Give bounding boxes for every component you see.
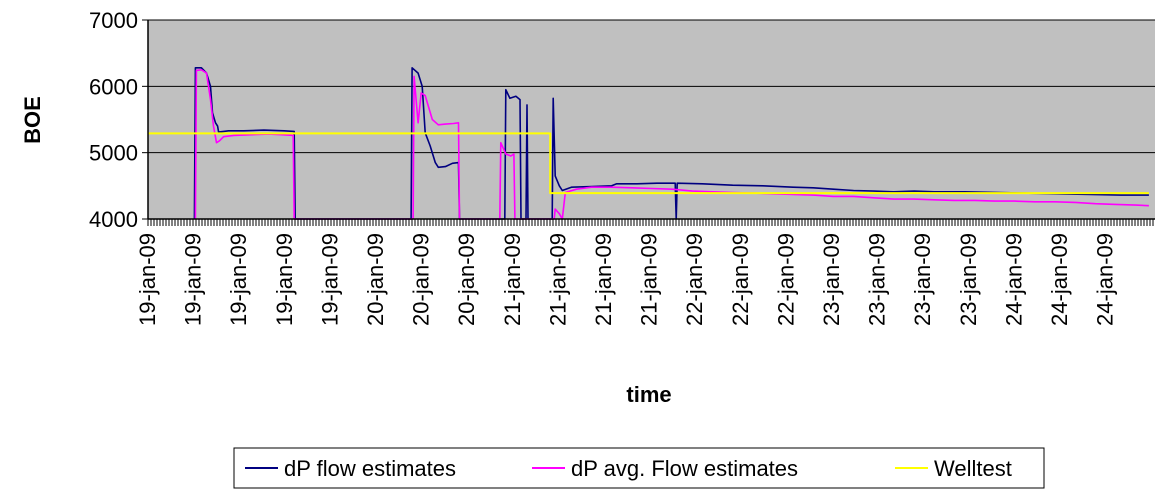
x-tick-label: 21-jan-09 [500, 233, 525, 326]
x-tick-label: 22-jan-09 [773, 233, 798, 326]
x-tick-label: 21-jan-09 [545, 233, 570, 326]
x-tick-label: 20-jan-09 [409, 233, 434, 326]
x-tick-label: 21-jan-09 [637, 233, 662, 326]
legend-label-welltest: Welltest [934, 456, 1012, 481]
x-tick-label: 20-jan-09 [454, 233, 479, 326]
series-welltest [148, 132, 1149, 195]
gridlines [148, 19, 1155, 154]
y-axis-title: BOE [20, 96, 45, 144]
x-tick-label: 19-jan-09 [272, 233, 297, 326]
x-tick-label: 19-jan-09 [135, 233, 160, 326]
x-tick-label: 24-jan-09 [1093, 233, 1118, 326]
x-tick-label: 23-jan-09 [910, 233, 935, 326]
x-tick-label: 19-jan-09 [317, 233, 342, 326]
x-tick-label: 23-jan-09 [865, 233, 890, 326]
x-tick-label: 22-jan-09 [682, 233, 707, 326]
y-tick-label: 7000 [89, 8, 138, 33]
legend-label-dp-avg: dP avg. Flow estimates [571, 456, 798, 481]
x-tick-label: 21-jan-09 [591, 233, 616, 326]
x-tick-label: 22-jan-09 [728, 233, 753, 326]
legend-label-dp-flow: dP flow estimates [284, 456, 456, 481]
y-axis-ticks: 4000 5000 6000 7000 [89, 8, 148, 232]
x-tick-label: 23-jan-09 [956, 233, 981, 326]
y-tick-label: 5000 [89, 141, 138, 166]
plot-area [147, 19, 1155, 220]
legend: dP flow estimates dP avg. Flow estimates… [233, 447, 1045, 489]
x-axis-title: time [626, 382, 671, 407]
x-tick-label: 24-jan-09 [1001, 233, 1026, 326]
y-tick-label: 6000 [89, 74, 138, 99]
x-tick-label: 24-jan-09 [1047, 233, 1072, 326]
x-axis-minor-ticks [147, 219, 1154, 226]
x-tick-label: 19-jan-09 [181, 233, 206, 326]
y-tick-label: 4000 [89, 207, 138, 232]
x-tick-label: 23-jan-09 [819, 233, 844, 326]
x-tick-label: 20-jan-09 [363, 233, 388, 326]
x-tick-label: 19-jan-09 [226, 233, 251, 326]
x-axis-ticks: 19-jan-09 19-jan-09 19-jan-09 19-jan-09 19-j… [135, 233, 1118, 326]
